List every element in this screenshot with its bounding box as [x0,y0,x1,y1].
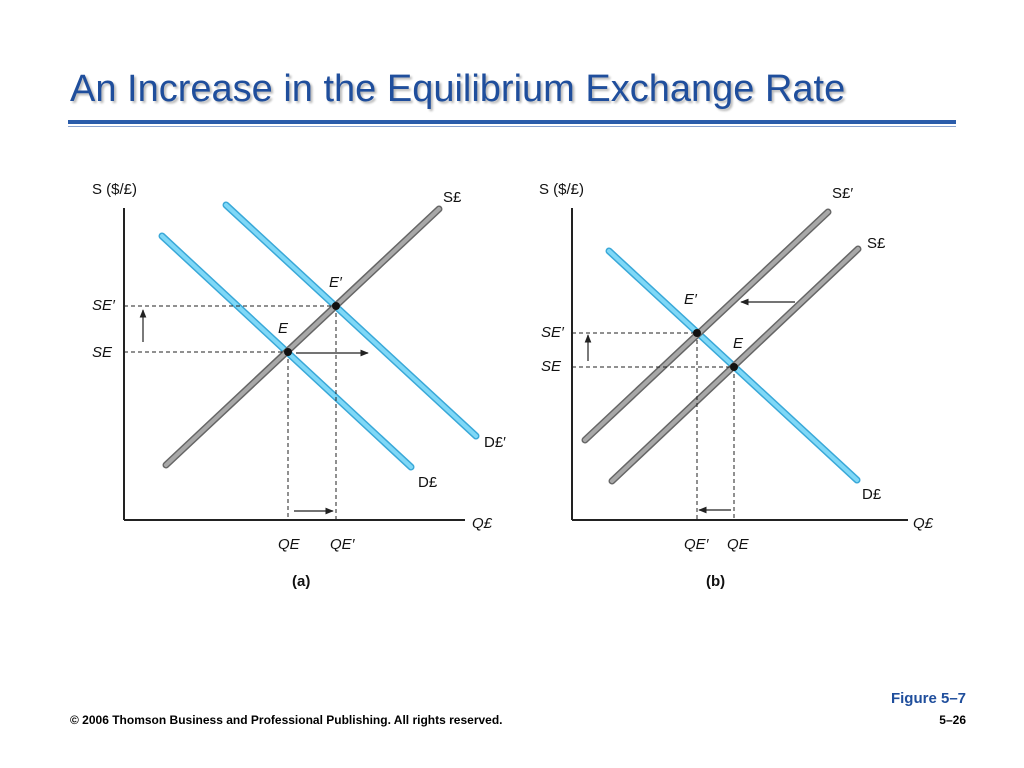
figure-number: Figure 5–7 [890,690,966,707]
panel-a: S ($/£) Q£ S£ D£ D£′ E E′ SE SE′ QE QE′ … [92,181,506,590]
panel-a-new-eq-label: E′ [329,274,343,291]
panel-a-supply-line [164,207,441,467]
panel-a-demand-label: D£ [418,474,438,491]
panel-a-price-label: SE [92,344,113,361]
panel-b: S ($/£) Q£ S£′ S£ D£ E′ E SE′ SE QE′ QE … [539,181,934,590]
panel-b-new-supply-line [583,210,830,442]
panel-b-equilibrium-point [730,363,738,371]
panel-b-x-axis-label: Q£ [913,515,934,532]
panel-b-new-price-label: SE′ [541,324,565,341]
panel-a-equilibrium-point [284,348,292,356]
panel-a-new-demand-label: D£′ [484,434,506,451]
panel-a-new-price-label: SE′ [92,297,116,314]
panel-a-eq-label: E [278,320,289,337]
slide-title: An Increase in the Equilibrium Exchange … [70,68,846,110]
panel-b-supply-label: S£ [867,235,886,252]
copyright-notice: © 2006 Thomson Business and Professional… [70,713,503,727]
panel-b-new-eq-label: E′ [684,291,698,308]
panel-b-demand-label: D£ [862,486,882,503]
panel-a-new-qty-label: QE′ [330,536,356,553]
panel-a-caption: (a) [292,573,310,590]
panel-b-price-label: SE [541,358,562,375]
panel-b-eq-label: E [733,335,744,352]
panel-b-caption: (b) [706,573,725,590]
panel-a-new-equilibrium-point [332,302,340,310]
panel-b-new-equilibrium-point [693,329,701,337]
panel-b-new-qty-label: QE′ [684,536,710,553]
panel-a-supply-label: S£ [443,189,462,206]
panel-a-x-axis-label: Q£ [472,515,493,532]
panel-b-y-axis-label: S ($/£) [539,181,584,198]
panel-b-new-supply-label: S£′ [832,185,853,202]
title-underline-thin [68,126,956,127]
page-number: 5–26 [939,713,966,727]
panel-b-qty-label: QE [727,536,750,553]
panel-a-qty-label: QE [278,536,301,553]
title-underline [68,120,956,124]
panel-a-new-demand-line [224,203,478,438]
panel-a-y-axis-label: S ($/£) [92,181,137,198]
